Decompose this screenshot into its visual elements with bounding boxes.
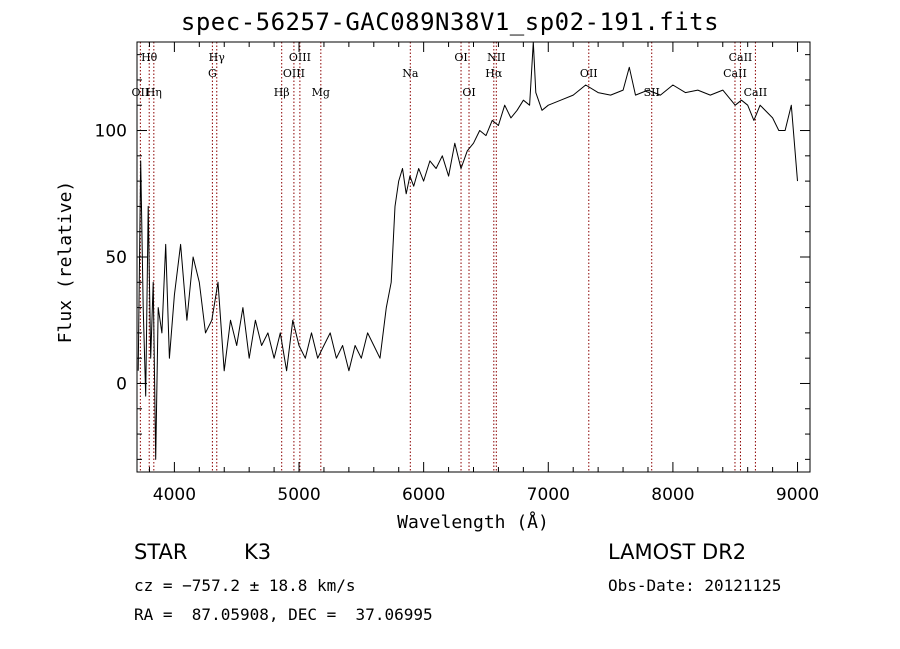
ra-dec-coordinates: RA = 87.05908, DEC = 37.06995 bbox=[134, 605, 433, 624]
x-tick-label: 6000 bbox=[402, 485, 445, 505]
x-tick-label: 7000 bbox=[527, 485, 570, 505]
spectral-line-label: OIII bbox=[283, 67, 305, 80]
spectral-line-label: OII bbox=[580, 67, 598, 80]
spectral-line-label: OI bbox=[462, 86, 475, 99]
spectral-line-label: Hα bbox=[485, 67, 503, 80]
x-tick-label: 5000 bbox=[277, 485, 320, 505]
y-axis-label: Flux (relative) bbox=[55, 181, 76, 344]
spectral-line-label: OI bbox=[454, 51, 467, 64]
chart-title: spec-56257-GAC089N38V1_sp02-191.fits bbox=[180, 8, 720, 36]
spectral-line-label: G bbox=[208, 67, 217, 80]
spectral-line-markers bbox=[139, 42, 756, 472]
spectral-line-label: OII bbox=[132, 86, 150, 99]
object-subclass: K3 bbox=[244, 540, 272, 564]
spectral-line-label: Hγ bbox=[209, 51, 226, 64]
y-tick-label: 50 bbox=[105, 248, 127, 268]
spectral-line-label: Hθ bbox=[141, 51, 158, 64]
observation-date: Obs-Date: 20121125 bbox=[608, 576, 782, 595]
axes: 4000 5000 6000 7000 8000 9000 0 50 100 bbox=[95, 42, 819, 505]
y-tick-label: 0 bbox=[116, 374, 127, 394]
spectral-line-label: CaII bbox=[723, 67, 747, 80]
x-tick-label: 8000 bbox=[651, 485, 694, 505]
spectral-line-label: CaII bbox=[744, 86, 768, 99]
x-tick-label: 9000 bbox=[776, 485, 819, 505]
plot-frame bbox=[136, 41, 811, 473]
x-tick-label: 4000 bbox=[153, 485, 196, 505]
x-axis-label: Wavelength (Å) bbox=[397, 511, 549, 533]
spectral-line-label: CaII bbox=[729, 51, 753, 64]
redshift-velocity: cz = −757.2 ± 18.8 km/s bbox=[134, 576, 356, 595]
spectral-line-label: Hβ bbox=[274, 86, 290, 99]
object-class: STAR bbox=[134, 540, 188, 564]
survey-name: LAMOST DR2 bbox=[608, 540, 747, 564]
spectrum-line bbox=[137, 41, 798, 460]
spectral-line-label: Hη bbox=[146, 86, 162, 99]
spectral-line-label: SII bbox=[644, 86, 660, 99]
spectral-line-label: Mg bbox=[312, 86, 330, 99]
spectral-line-label: NII bbox=[487, 51, 505, 64]
y-tick-label: 100 bbox=[95, 122, 127, 142]
spectral-line-label: OIII bbox=[289, 51, 311, 64]
spectral-line-label: Na bbox=[402, 67, 419, 80]
